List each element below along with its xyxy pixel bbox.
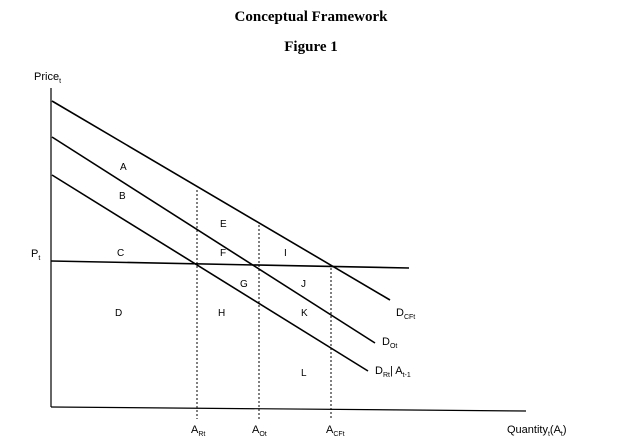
region-label-b: B — [119, 191, 126, 202]
region-label-i: I — [284, 248, 287, 259]
region-label-e: E — [220, 219, 227, 230]
region-label-k: K — [301, 308, 308, 319]
price-line — [50, 260, 410, 269]
region-label-h: H — [218, 308, 225, 319]
curve-label-ot: DOt — [382, 336, 397, 350]
region-label-a: A — [120, 162, 127, 173]
region-label-j: J — [301, 279, 306, 290]
demand-curve-cft — [51, 100, 391, 301]
region-label-d: D — [115, 308, 122, 319]
region-label-f: F — [220, 248, 226, 259]
quantity-marker-rt: ARt — [191, 424, 205, 438]
x-axis — [50, 406, 527, 412]
region-label-c: C — [117, 248, 124, 259]
demand-curve-ot — [51, 136, 376, 344]
price-level-label: Pt — [31, 248, 40, 262]
region-label-g: G — [240, 279, 248, 290]
demand-curve-rt — [51, 174, 369, 372]
x-axis-label: Quantityt(At) — [507, 424, 567, 438]
quantity-marker-cft: ACFt — [326, 424, 345, 438]
curve-label-rt: DRt| At-1 — [375, 365, 411, 379]
figure-title: Conceptual Framework — [234, 9, 388, 25]
region-label-l: L — [301, 368, 307, 379]
curve-label-cft: DCFt — [396, 307, 415, 321]
figure-subtitle: Figure 1 — [284, 39, 338, 55]
quantity-marker-ot: AOt — [252, 424, 267, 438]
y-axis-label: Pricet — [34, 71, 61, 85]
